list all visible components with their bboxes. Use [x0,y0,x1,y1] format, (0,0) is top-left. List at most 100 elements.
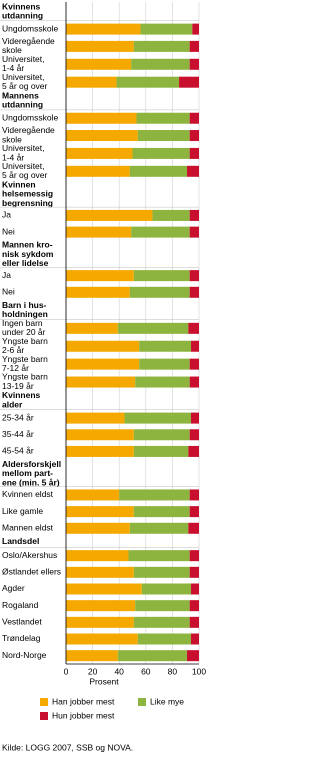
bar-segment [66,566,134,578]
bar-segment [66,412,125,424]
x-tick-label: 40 [114,666,124,676]
bar-segment [188,522,199,534]
bar-segment [189,616,199,628]
bar-segment [66,322,118,334]
bar-segment [136,112,190,124]
bar-segment [189,506,199,518]
category-label: Nei [2,226,15,236]
bar-segment [189,40,199,52]
category-label: Mannen eldst [2,523,54,533]
category-label: 1-4 år [2,63,24,73]
bar-segment [135,376,190,388]
bar-segment [66,633,138,645]
group-title: Kvinnens [2,1,41,11]
bar-segment [119,489,190,501]
category-label: skole [2,45,22,55]
bar-segment [189,550,199,562]
bar-segment [192,23,199,35]
group-title: Aldersforskjell [2,459,61,469]
category-label: Yngste barn [2,336,48,346]
category-label: Oslo/Akershus [2,550,57,560]
bar-segment [66,23,141,35]
bar-segment [66,600,136,612]
bar-segment [66,340,140,352]
group-title: utdanning [2,10,43,20]
x-tick-label: 80 [168,666,178,676]
bar-segment [66,550,129,562]
group-title: Landsdel [2,536,39,546]
bar-segment [66,522,130,534]
category-label: Universitet, [2,161,45,171]
bar-segment [117,322,189,334]
bar-segment [66,376,136,388]
category-label: under 20 år [2,327,46,337]
bar-segment [139,358,190,370]
bar-segment [189,600,199,612]
category-label: Kvinnen eldst [2,489,54,499]
bar-segment [141,583,192,595]
category-label: Trøndelag [2,633,41,643]
category-label: 5 år og over [2,81,48,91]
legend-swatch [40,712,48,720]
bar-segment [189,429,199,441]
bar-segment [66,130,138,142]
bar-segment [137,130,190,142]
x-tick-label: 100 [192,666,206,676]
legend-swatch [138,698,146,706]
legend-label: Hun jobber mest [52,710,115,720]
category-label: Like gamle [2,506,43,516]
bar-segment [66,506,134,518]
bar-segment [140,23,193,35]
group-title: Mannens [2,90,39,100]
bar-segment [137,633,192,645]
bar-segment [189,209,199,221]
legend-swatch [40,698,48,706]
bar-segment [66,147,133,159]
bar-segment [189,566,199,578]
bar-segment [66,270,134,282]
category-label: Ja [2,270,11,280]
bar-segment [129,522,189,534]
category-label: 5 år og over [2,170,48,180]
category-label: Ungdomsskole [2,23,58,33]
bar-segment [66,616,134,628]
category-label: Yngste barn [2,354,48,364]
bar-segment [189,376,199,388]
bar-segment [66,650,118,662]
bar-segment [66,76,117,88]
group-title: utdanning [2,100,43,110]
bar-segment [187,650,199,662]
group-title: eller lidelse [2,258,49,268]
bar-segment [131,226,190,238]
legend-label: Like mye [150,696,184,706]
x-tick-label: 60 [141,666,151,676]
category-label: Nei [2,287,15,297]
bar-segment [66,358,140,370]
bar-segment [133,445,189,457]
bar-segment [66,112,137,124]
bar-segment [139,340,192,352]
bar-segment [116,76,180,88]
bar-segment [66,226,132,238]
bar-segment [189,112,199,124]
category-label: Agder [2,583,25,593]
bar-segment [189,226,199,238]
category-label: 2-6 år [2,345,24,355]
bar-segment [66,489,120,501]
bar-segment [66,58,132,70]
bar-segment [135,600,190,612]
chart: Prosent Kilde: LOGG 2007, SSB og NOVA. 0… [0,1,206,752]
source: Kilde: LOGG 2007, SSB og NOVA. [2,742,133,752]
bar-segment [124,412,192,424]
bar-segment [66,286,130,298]
category-label: Rogaland [2,600,39,610]
bar-segment [191,583,199,595]
bar-segment [129,286,190,298]
bar-segment [152,209,190,221]
group-title: Mannen kro- [2,240,53,250]
category-label: 13-19 år [2,381,34,391]
bar-segment [189,286,199,298]
bar-segment [128,550,190,562]
x-axis-label: Prosent [89,676,119,686]
bar-segment [133,616,190,628]
